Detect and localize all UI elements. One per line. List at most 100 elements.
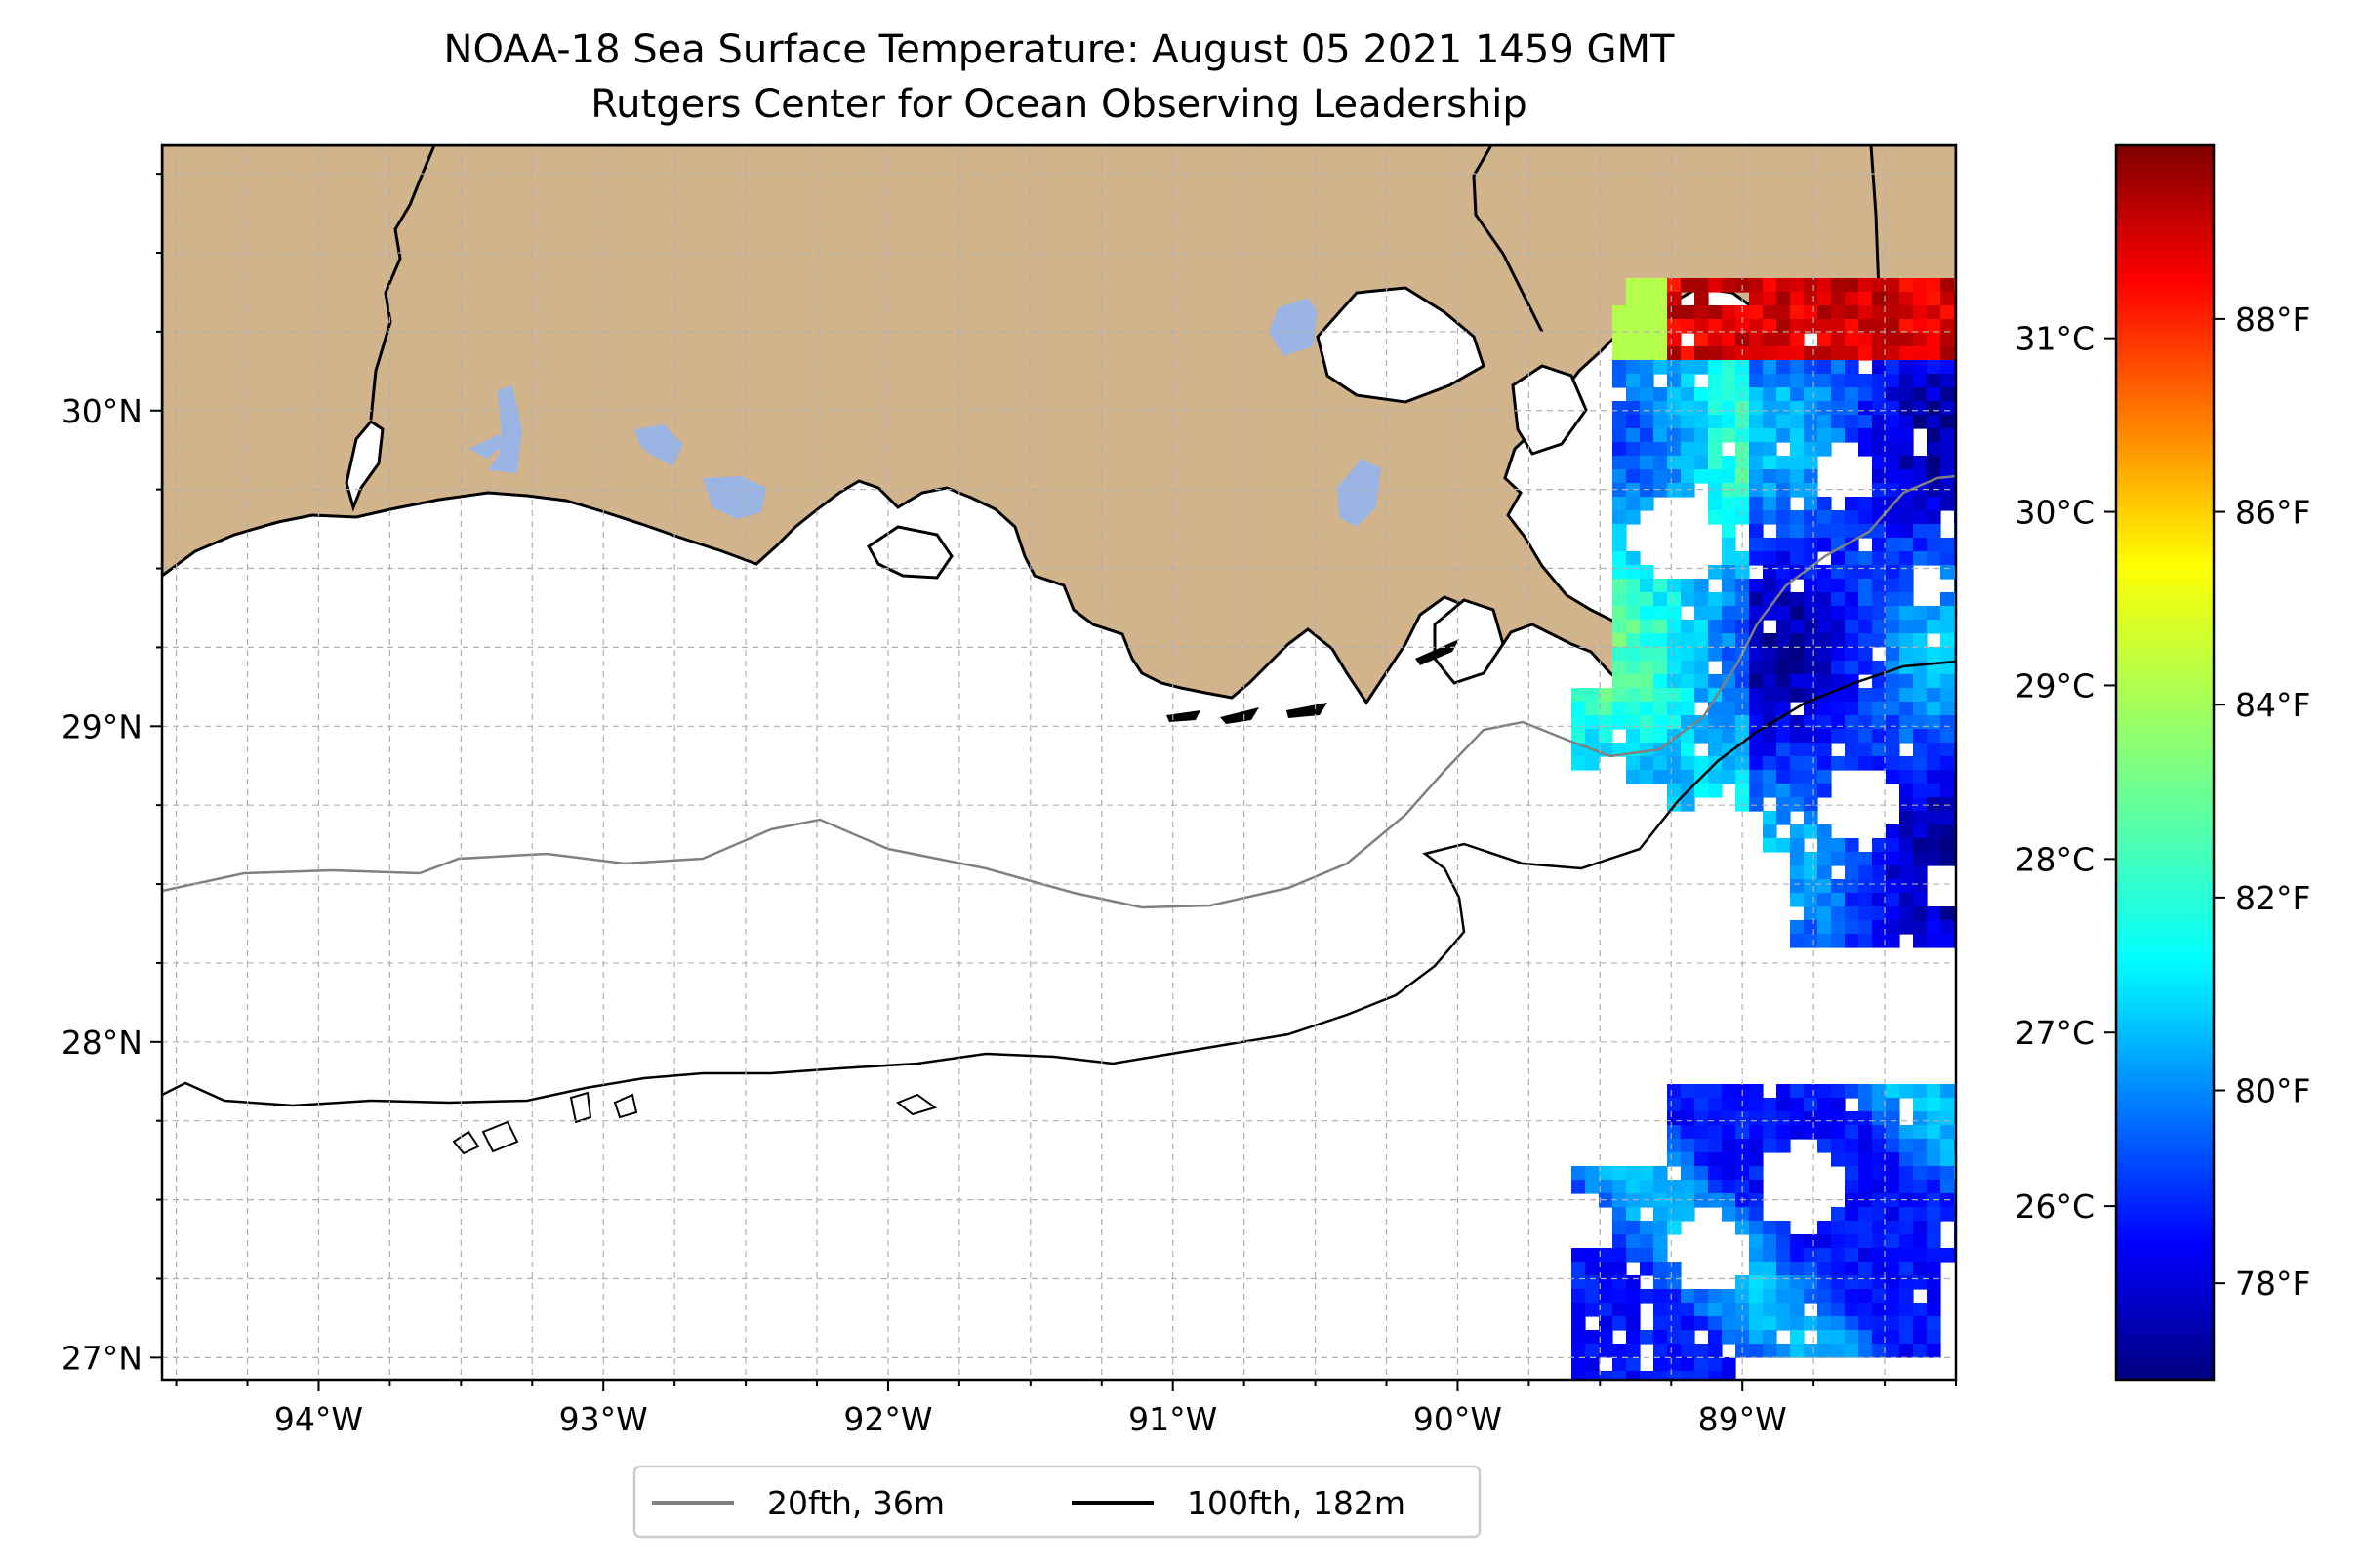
sst-pixel: [1790, 510, 1805, 525]
sst-pixel: [1927, 524, 1941, 539]
sst-pixel: [1831, 756, 1846, 771]
sst-pixel: [1776, 1111, 1791, 1126]
sst-pixel: [1899, 715, 1914, 730]
sst-pixel: [1667, 620, 1682, 634]
sst-pixel: [1749, 1139, 1764, 1153]
sst-pixel: [1927, 1262, 1941, 1276]
sst-pixel: [1708, 305, 1723, 320]
sst-pixel: [1831, 305, 1846, 320]
sst-pixel: [1749, 442, 1764, 457]
sst-pixel: [1817, 661, 1832, 675]
sst-pixel: [1749, 401, 1764, 416]
sst-pixel: [1681, 770, 1695, 784]
sst-pixel: [1899, 811, 1914, 825]
sst-pixel: [1817, 1330, 1832, 1345]
sst-pixel: [1667, 784, 1682, 798]
sst-pixel: [1776, 715, 1791, 730]
sst-pixel: [1694, 633, 1709, 648]
sst-pixel: [1927, 770, 1941, 784]
sst-pixel: [1886, 1330, 1900, 1345]
sst-pixel: [1626, 442, 1641, 457]
sst-pixel: [1640, 606, 1654, 621]
sst-pixel: [1612, 1357, 1627, 1372]
sst-pixel: [1735, 305, 1750, 320]
sst-pixel: [1763, 442, 1777, 457]
sst-pixel: [1708, 620, 1723, 634]
sst-pixel: [1681, 415, 1695, 429]
sst-pixel: [1571, 1344, 1586, 1358]
sst-pixel: [1612, 1371, 1627, 1380]
sst-pixel: [1927, 1180, 1941, 1194]
sst-pixel: [1667, 1084, 1682, 1099]
sst-pixel: [1681, 1371, 1695, 1380]
sst-pixel: [1913, 811, 1928, 825]
sst-pixel: [1653, 756, 1668, 771]
sst-pixel: [1899, 661, 1914, 675]
sst-pixel: [1913, 715, 1928, 730]
sst-pixel: [1845, 374, 1859, 388]
sst-pixel: [1927, 551, 1941, 566]
sst-pixel: [1913, 702, 1928, 716]
sst-pixel: [1653, 346, 1668, 361]
sst-pixel: [1899, 770, 1914, 784]
sst-pixel: [1776, 374, 1791, 388]
sst-pixel: [1858, 428, 1873, 443]
sst-pixel: [1831, 1139, 1846, 1153]
sst-pixel: [1913, 920, 1928, 935]
sst-pixel: [1626, 510, 1641, 525]
sst-pixel: [1790, 456, 1805, 470]
sst-pixel: [1667, 592, 1682, 607]
sst-pixel: [1653, 715, 1668, 730]
sst-pixel: [1913, 415, 1928, 429]
sst-pixel: [1831, 374, 1846, 388]
sst-pixel: [1790, 1111, 1805, 1126]
lake-6: [1337, 459, 1381, 527]
sst-pixel: [1571, 1371, 1586, 1380]
sst-pixel: [1571, 1275, 1586, 1290]
sst-pixel: [1817, 1303, 1832, 1317]
sst-pixel: [1763, 1098, 1777, 1112]
sst-pixel: [1913, 1084, 1928, 1099]
sst-pixel: [1872, 401, 1887, 416]
sst-pixel: [1626, 1289, 1641, 1304]
sst-pixel: [1940, 1111, 1955, 1126]
sst-pixel: [1694, 319, 1709, 334]
sst-pixel: [1640, 770, 1654, 784]
sst-pixel: [1694, 1084, 1709, 1099]
sst-pixel: [1694, 346, 1709, 361]
sst-pixel: [1626, 497, 1641, 511]
sst-pixel: [1913, 1248, 1928, 1263]
sst-pixel: [1653, 729, 1668, 744]
sst-pixel: [1763, 469, 1777, 484]
sst-pixel: [1776, 1248, 1791, 1263]
sst-pixel: [1872, 1330, 1887, 1345]
sst-pixel: [1913, 305, 1928, 320]
sst-pixel: [1872, 674, 1887, 689]
sst-pixel: [1872, 374, 1887, 388]
sst-pixel: [1913, 865, 1928, 880]
sst-pixel: [1749, 538, 1764, 552]
gridlines: [162, 145, 1956, 1380]
sst-pixel: [1872, 920, 1887, 935]
sst-pixel: [1735, 469, 1750, 484]
sst-pixel: [1817, 715, 1832, 730]
sst-pixel: [1790, 743, 1805, 757]
sst-pixel: [1749, 1098, 1764, 1112]
sst-pixel: [1804, 606, 1818, 621]
sst-pixel: [1763, 374, 1777, 388]
sst-pixel: [1886, 456, 1900, 470]
sst-pixel: [1845, 1262, 1859, 1276]
sst-pixel: [1886, 934, 1900, 948]
sst-pixel: [1626, 688, 1641, 703]
sst-pixel: [1858, 579, 1873, 593]
sst-pixel: [1722, 1207, 1736, 1222]
sst-pixel: [1790, 934, 1805, 948]
sst-pixel: [1667, 1330, 1682, 1345]
sst-pixel: [1927, 620, 1941, 634]
sst-pixel: [1831, 1316, 1846, 1331]
sst-pixel: [1776, 1125, 1791, 1140]
lon-tick-label: 92°W: [843, 1400, 932, 1438]
sst-pixel: [1845, 565, 1859, 580]
sst-pixel: [1776, 579, 1791, 593]
